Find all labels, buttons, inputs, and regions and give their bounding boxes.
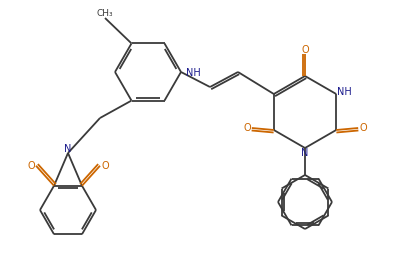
Text: NH: NH bbox=[186, 69, 201, 78]
Text: NH: NH bbox=[337, 87, 351, 97]
Text: N: N bbox=[301, 148, 309, 158]
Text: O: O bbox=[101, 161, 109, 171]
Text: O: O bbox=[359, 123, 367, 133]
Text: O: O bbox=[27, 161, 35, 171]
Text: N: N bbox=[64, 144, 72, 154]
Text: O: O bbox=[301, 45, 309, 55]
Text: O: O bbox=[243, 123, 251, 133]
Text: CH₃: CH₃ bbox=[97, 10, 113, 18]
